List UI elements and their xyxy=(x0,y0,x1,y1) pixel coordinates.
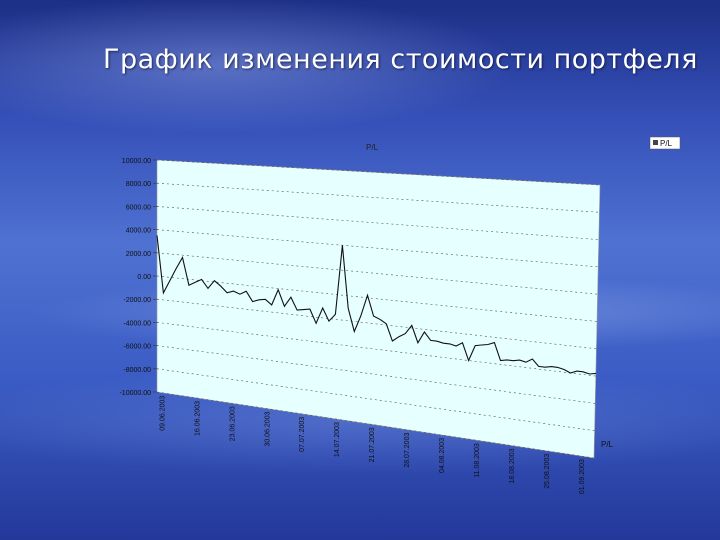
y-tick-label: 10000.00 xyxy=(122,158,151,165)
gridline xyxy=(156,182,600,213)
gridlines xyxy=(156,159,601,459)
x-tick-label: 01.09.2003 xyxy=(579,459,586,494)
x-axis: 09.06.2003 16.06.2003 23.06.2003 30.06.2003… xyxy=(159,396,586,495)
y-tick-label: 6000.00 xyxy=(126,204,151,211)
x-tick-label: 23.06.2003 xyxy=(229,406,236,441)
pl-series-line xyxy=(156,235,596,375)
gridline xyxy=(156,322,596,377)
y-tick-label: -4000.00 xyxy=(123,320,151,327)
y-tick-label: -6000.00 xyxy=(123,344,151,351)
gridline xyxy=(156,206,599,240)
y-tick-label: 0.00 xyxy=(137,274,151,281)
depth-axis-label: P/L xyxy=(601,440,614,449)
gridline xyxy=(156,275,598,322)
x-tick-label: 04.08.2003 xyxy=(439,438,446,473)
gridline xyxy=(156,391,595,459)
legend-swatch xyxy=(653,140,658,145)
x-tick-label: 25.08.2003 xyxy=(544,454,551,489)
y-axis: 10000.00 8000.00 6000.00 4000.00 2000.00 0.00… xyxy=(119,158,157,397)
y-tick-label: 4000.00 xyxy=(126,228,151,235)
y-tick-label: 8000.00 xyxy=(126,181,151,188)
x-tick-label: 28.07.2003 xyxy=(404,433,411,468)
y-tick-label: -10000.00 xyxy=(119,390,151,397)
chart-title: P/L xyxy=(366,143,379,152)
x-tick-label: 11.08.2003 xyxy=(474,443,481,478)
legend-label: P/L xyxy=(660,139,673,148)
x-tick-label: 30.06.2003 xyxy=(264,411,271,446)
x-tick-label: 14.07.2003 xyxy=(334,422,341,457)
gridline xyxy=(156,252,598,295)
x-tick-label: 07.07.2003 xyxy=(299,417,306,452)
x-tick-label: 16.06.2003 xyxy=(194,401,201,436)
legend: P/L xyxy=(649,136,681,150)
x-tick-label: 09.06.2003 xyxy=(159,396,166,431)
gridline xyxy=(156,229,599,268)
gridline xyxy=(156,298,597,350)
y-tick-label: -2000.00 xyxy=(123,297,151,304)
slide-title: График изменения стоимости портфеля xyxy=(103,44,698,75)
y-tick-label: -8000.00 xyxy=(123,367,151,374)
x-tick-label: 18.08.2003 xyxy=(509,448,516,483)
gridline xyxy=(156,159,601,186)
x-tick-label: 21.07.2003 xyxy=(369,427,376,462)
gridline xyxy=(156,345,596,404)
gridline xyxy=(156,368,595,431)
plot-area xyxy=(156,159,601,459)
y-tick-label: 2000.00 xyxy=(126,251,151,258)
